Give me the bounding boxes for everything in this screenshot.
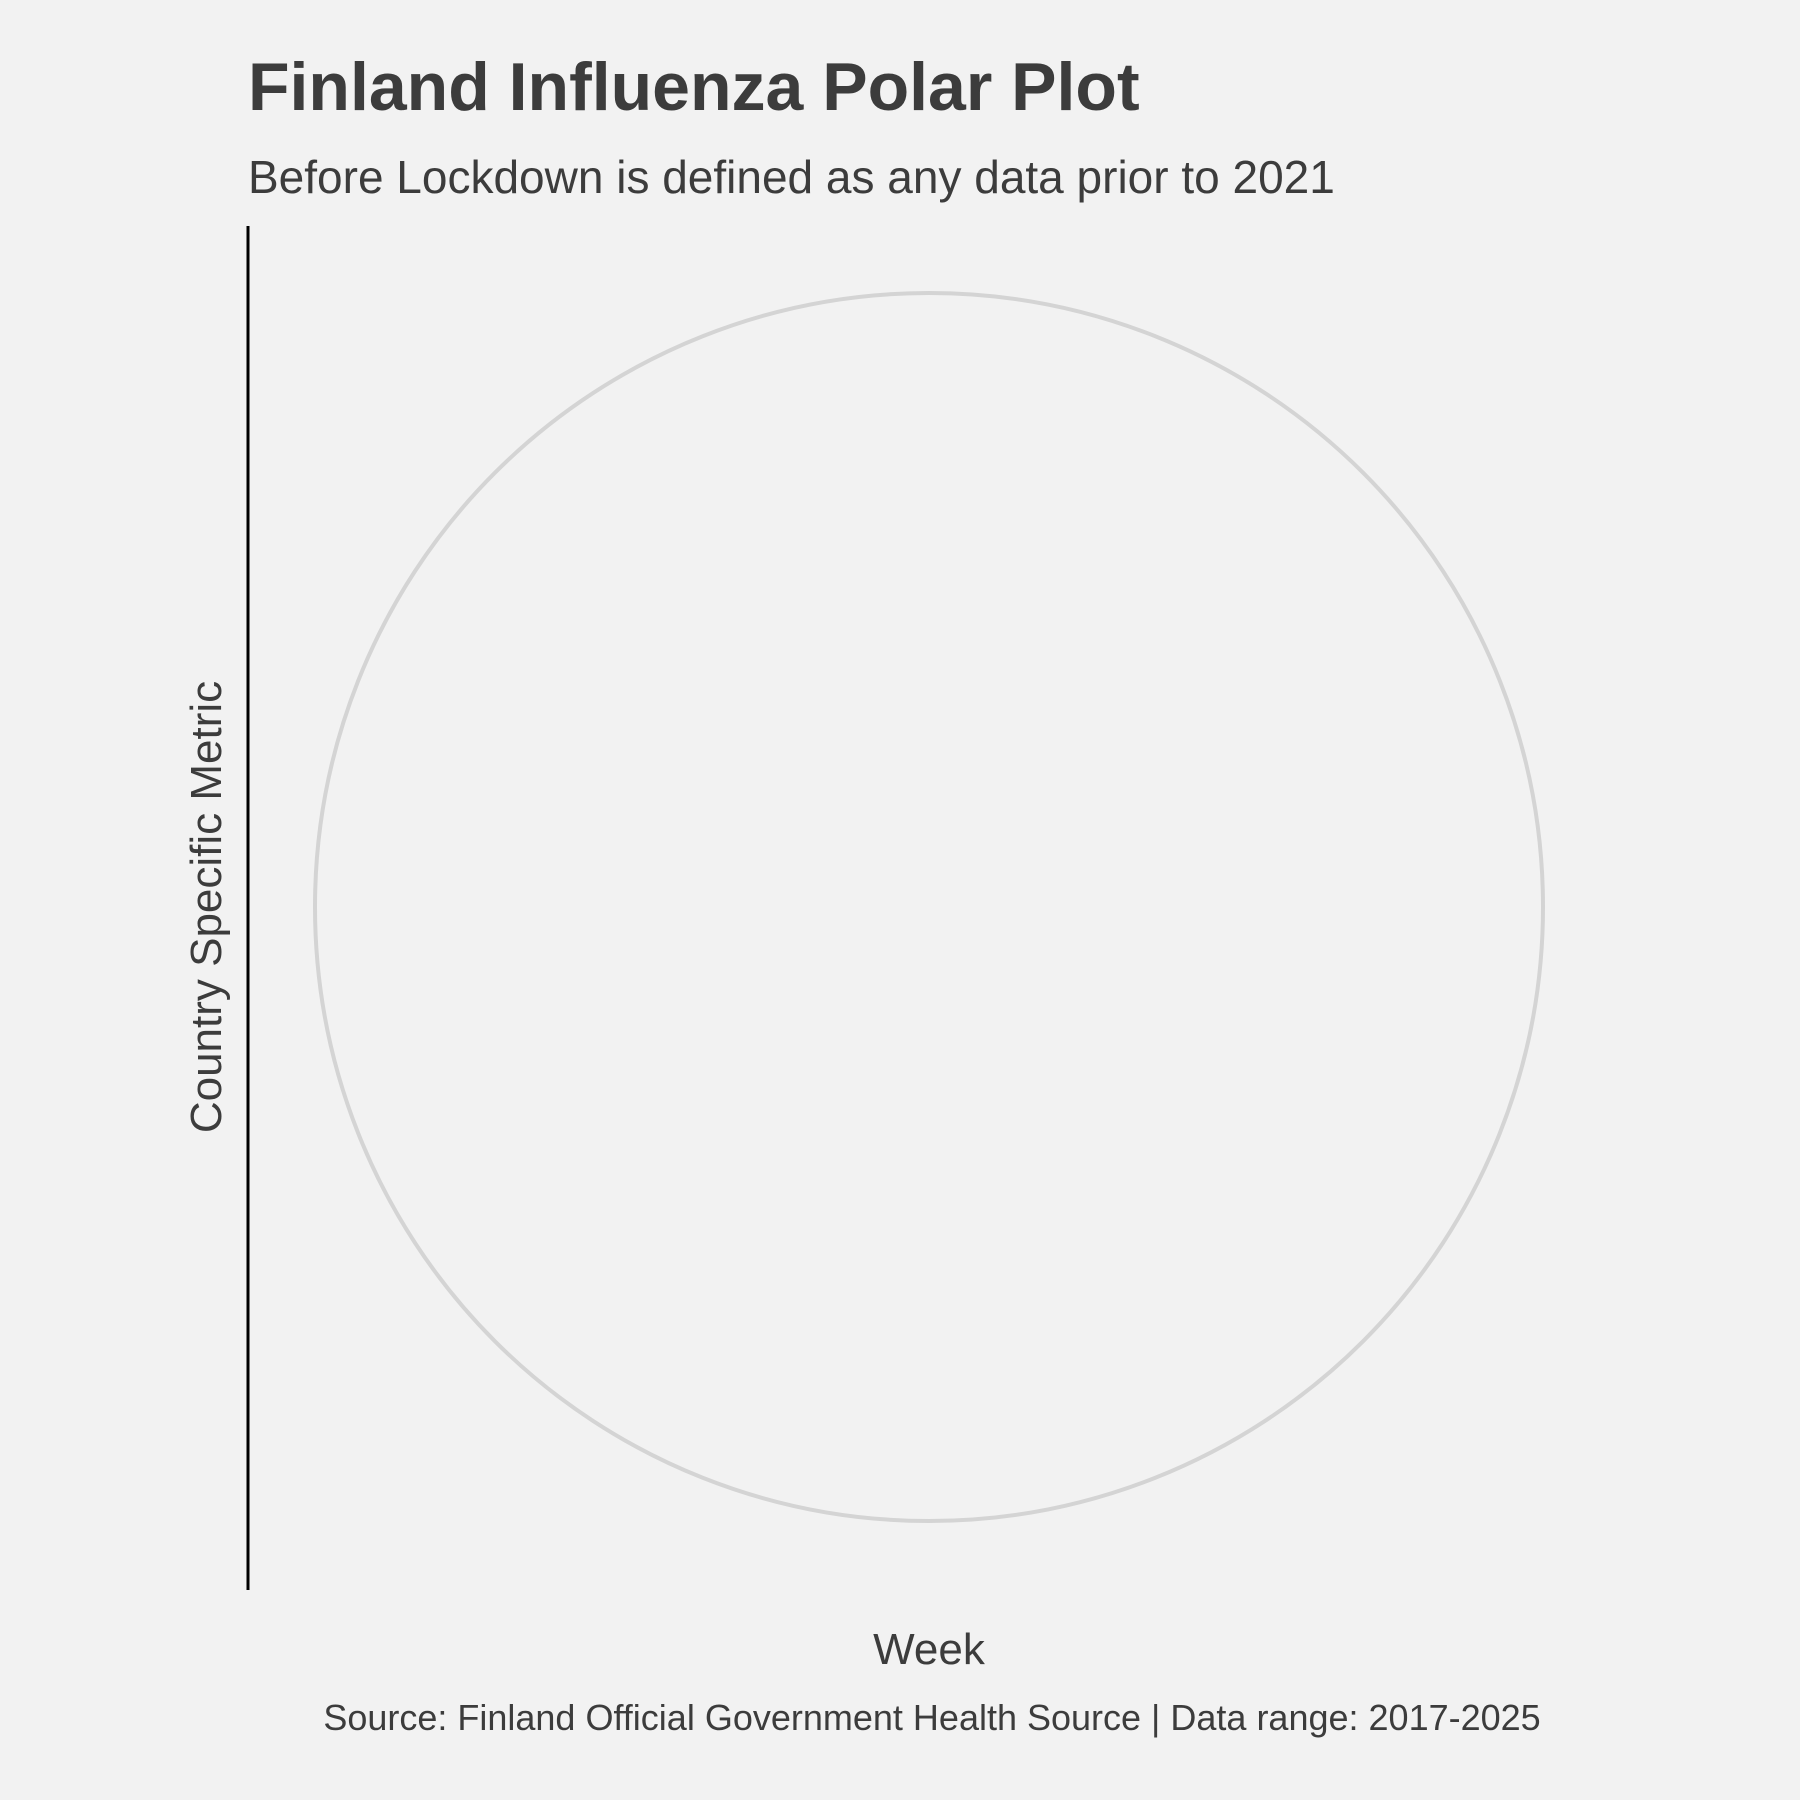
chart-title: Finland Influenza Polar Plot — [248, 49, 1140, 125]
polar-grid-circle — [313, 291, 1545, 1523]
y-axis-label: Country Specific Metric — [182, 680, 231, 1134]
chart-caption: Source: Finland Official Government Heal… — [323, 1697, 1541, 1738]
x-axis-label: Week — [873, 1625, 985, 1674]
chart-subtitle: Before Lockdown is defined as any data p… — [248, 151, 1335, 203]
